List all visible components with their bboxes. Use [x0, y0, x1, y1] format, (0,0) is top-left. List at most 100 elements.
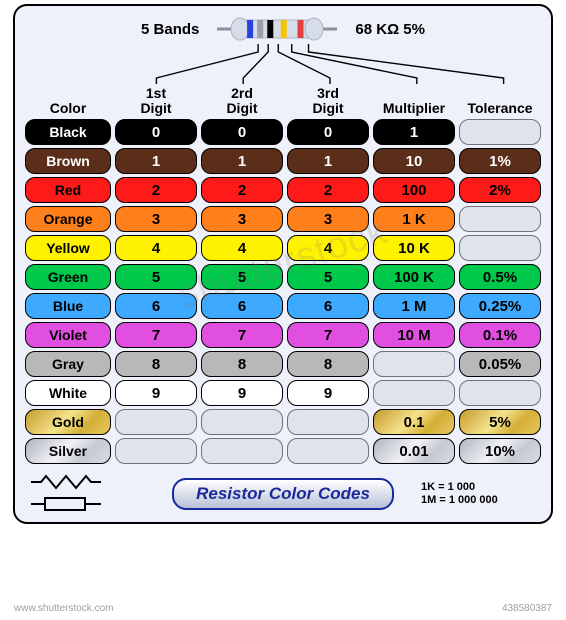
tolerance-pill: 5% [459, 409, 541, 435]
digit-1-pill: 3 [115, 206, 197, 232]
footer: Resistor Color Codes 1K = 1 000 1M = 1 0… [25, 472, 541, 516]
color-name-pill: Gray [25, 351, 111, 377]
digit-3-pill: 8 [287, 351, 369, 377]
digit-2-pill: 4 [201, 235, 283, 261]
digit-1-pill: 9 [115, 380, 197, 406]
table-row: Gold 0.15% [25, 409, 541, 435]
table-row: Black0001 [25, 119, 541, 145]
digit-3-pill: 1 [287, 148, 369, 174]
digit-1-pill: 5 [115, 264, 197, 290]
digit-3-pill [287, 438, 369, 464]
multiplier-pill: 10 K [373, 235, 455, 261]
color-name-pill: Violet [25, 322, 111, 348]
header-col-2: 2rd Digit [201, 86, 283, 115]
digit-1-pill [115, 409, 197, 435]
tolerance-pill: 0.25% [459, 293, 541, 319]
title-pill: Resistor Color Codes [172, 478, 394, 510]
tolerance-pill: 2% [459, 177, 541, 203]
multiplier-pill: 100 [373, 177, 455, 203]
color-name-pill: Red [25, 177, 111, 203]
digit-1-pill: 4 [115, 235, 197, 261]
color-name-pill: Green [25, 264, 111, 290]
digit-2-pill [201, 438, 283, 464]
table-row: White999 [25, 380, 541, 406]
tolerance-pill [459, 119, 541, 145]
multiplier-pill: 100 K [373, 264, 455, 290]
table-row: Gray8880.05% [25, 351, 541, 377]
digit-3-pill: 6 [287, 293, 369, 319]
bands-label: 5 Bands [141, 21, 199, 38]
color-name-pill: Brown [25, 148, 111, 174]
table-row: Red2221002% [25, 177, 541, 203]
digit-1-pill: 7 [115, 322, 197, 348]
table-row: Green555100 K0.5% [25, 264, 541, 290]
multiplier-pill: 1 [373, 119, 455, 145]
digit-3-pill: 7 [287, 322, 369, 348]
tolerance-pill [459, 206, 541, 232]
table-row: Brown111101% [25, 148, 541, 174]
legend-m: 1M = 1 000 000 [421, 494, 541, 508]
credit-id: 438580387 [502, 603, 552, 614]
multiplier-pill: 1 M [373, 293, 455, 319]
color-name-pill: Silver [25, 438, 111, 464]
multiplier-pill [373, 380, 455, 406]
digit-2-pill: 1 [201, 148, 283, 174]
multiplier-pill [373, 351, 455, 377]
color-name-pill: Blue [25, 293, 111, 319]
tolerance-pill: 0.5% [459, 264, 541, 290]
digit-1-pill [115, 438, 197, 464]
legend-k: 1K = 1 000 [421, 481, 541, 495]
digit-2-pill: 0 [201, 119, 283, 145]
digit-3-pill [287, 409, 369, 435]
color-name-pill: Black [25, 119, 111, 145]
color-name-pill: Gold [25, 409, 111, 435]
table-row: Violet77710 M0.1% [25, 322, 541, 348]
table-rows: Black0001Brown111101%Red2221002%Orange33… [25, 119, 541, 464]
header-color: Color [25, 86, 111, 115]
tolerance-pill: 10% [459, 438, 541, 464]
credit-site: www.shutterstock.com [14, 603, 113, 614]
tolerance-pill [459, 380, 541, 406]
digit-3-pill: 0 [287, 119, 369, 145]
tolerance-pill: 0.05% [459, 351, 541, 377]
digit-2-pill: 6 [201, 293, 283, 319]
color-name-pill: Yellow [25, 235, 111, 261]
digit-2-pill: 9 [201, 380, 283, 406]
digit-2-pill: 7 [201, 322, 283, 348]
digit-1-pill: 2 [115, 177, 197, 203]
column-headers: Color1st Digit2rd Digit3rd DigitMultipli… [25, 86, 541, 115]
digit-2-pill: 2 [201, 177, 283, 203]
digit-2-pill [201, 409, 283, 435]
header-col-5: Tolerance [459, 86, 541, 115]
digit-1-pill: 0 [115, 119, 197, 145]
table-row: Silver 0.0110% [25, 438, 541, 464]
header-col-4: Multiplier [373, 86, 455, 115]
digit-2-pill: 5 [201, 264, 283, 290]
color-name-pill: White [25, 380, 111, 406]
digit-3-pill: 2 [287, 177, 369, 203]
digit-3-pill: 5 [287, 264, 369, 290]
digit-3-pill: 4 [287, 235, 369, 261]
digit-3-pill: 3 [287, 206, 369, 232]
multiplier-pill: 0.01 [373, 438, 455, 464]
digit-2-pill: 3 [201, 206, 283, 232]
leader-lines [25, 44, 545, 84]
header-col-1: 1st Digit [115, 86, 197, 115]
digit-1-pill: 8 [115, 351, 197, 377]
multiplier-pill: 1 K [373, 206, 455, 232]
schematic-symbols-icon [25, 472, 105, 516]
chart-frame: 5 Bands 68 KΩ 5% Color1st Digit2rd Digit… [13, 4, 553, 524]
resistor-illustration [217, 14, 337, 44]
table-row: Orange3331 K [25, 206, 541, 232]
value-label: 68 KΩ 5% [355, 21, 425, 38]
digit-1-pill: 1 [115, 148, 197, 174]
tolerance-pill [459, 235, 541, 261]
digit-1-pill: 6 [115, 293, 197, 319]
unit-legend: 1K = 1 000 1M = 1 000 000 [421, 481, 541, 509]
table-row: Blue6661 M0.25% [25, 293, 541, 319]
table-row: Yellow44410 K [25, 235, 541, 261]
multiplier-pill: 0.1 [373, 409, 455, 435]
multiplier-pill: 10 M [373, 322, 455, 348]
tolerance-pill: 0.1% [459, 322, 541, 348]
digit-2-pill: 8 [201, 351, 283, 377]
